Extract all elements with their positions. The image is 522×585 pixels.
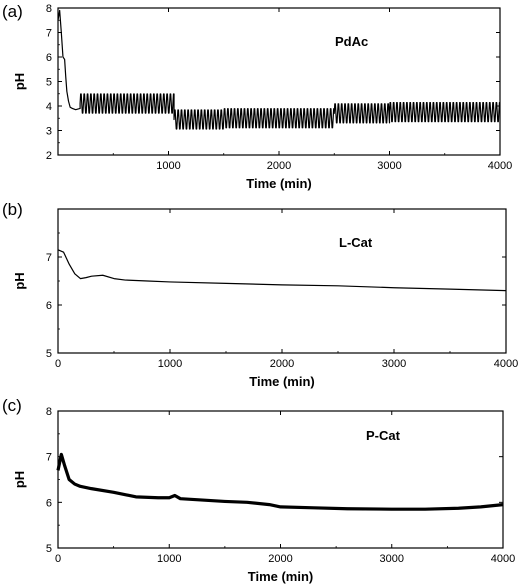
plot-frame [57, 410, 504, 549]
series-annotation: PdAc [335, 34, 368, 49]
chart-panel-3: 5 6 7 8 0 1000 2000 3000 4000 Time (min) pH (c) P-Ca… [2, 396, 515, 584]
x-axis-title: Time (min) [246, 176, 312, 191]
y-tick-label: 8 [46, 3, 52, 15]
data-line [56, 452, 504, 511]
series-annotation: P-Cat [366, 428, 401, 443]
chart-panel-1: 2 3 4 5 6 7 8 1000 2000 3000 4000 Time (min) pH (a) Pd… [2, 2, 512, 191]
y-tick-label: 3 [46, 126, 52, 138]
y-axis-title: pH [12, 73, 27, 90]
x-tick-label: 2000 [270, 358, 294, 370]
y-tick-label: 5 [46, 348, 52, 360]
y-tick-label: 6 [46, 300, 52, 312]
x-tick-label: 1000 [156, 160, 180, 172]
data-line [57, 249, 507, 292]
x-tick-label: 3000 [380, 553, 404, 565]
x-tick-label: 2000 [267, 160, 291, 172]
x-axis-title: Time (min) [249, 374, 315, 389]
y-tick-label: 2 [46, 150, 52, 162]
panel-label: (c) [2, 396, 22, 415]
y-tick-label: 5 [46, 543, 52, 555]
x-tick-label: 1000 [158, 358, 182, 370]
x-tick-label: 2000 [268, 553, 292, 565]
x-axis-title: Time (min) [248, 569, 314, 584]
y-tick-label: 7 [46, 252, 52, 264]
x-tick-label: 3000 [382, 358, 406, 370]
y-tick-label: 8 [46, 406, 52, 418]
data-line [57, 9, 501, 130]
x-tick-label: 0 [55, 358, 61, 370]
x-tick-label: 4000 [494, 358, 518, 370]
plot-frame [57, 7, 501, 156]
x-tick-label: 4000 [488, 160, 512, 172]
y-axis-title: pH [12, 272, 27, 289]
y-tick-label: 4 [46, 101, 52, 113]
x-tick-label: 4000 [491, 553, 515, 565]
series-annotation: L-Cat [339, 235, 373, 250]
y-tick-label: 6 [46, 497, 52, 509]
panel-label: (a) [2, 2, 23, 21]
y-tick-label: 7 [46, 452, 52, 464]
x-tick-label: 3000 [377, 160, 401, 172]
x-tick-label: 0 [55, 553, 61, 565]
y-tick-label: 6 [46, 52, 52, 64]
y-tick-label: 7 [46, 28, 52, 40]
plot-frame [57, 208, 507, 354]
panel-label: (b) [2, 200, 23, 219]
y-tick-label: 5 [46, 77, 52, 89]
chart-panel-2: 5 6 7 0 1000 2000 3000 4000 Time (min) pH (b) L-Cat [2, 200, 518, 389]
x-tick-label: 1000 [157, 553, 181, 565]
y-axis-title: pH [12, 471, 27, 488]
